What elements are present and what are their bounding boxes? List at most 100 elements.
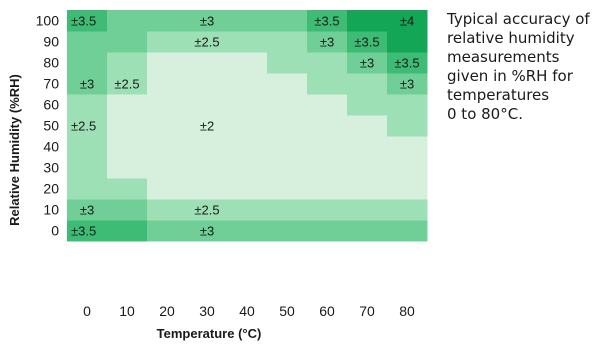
heatmap-cell (187, 115, 228, 137)
heatmap-cell (387, 31, 428, 53)
heatmap-cell (187, 31, 228, 53)
caption-line: 0 to 80°C. (447, 105, 523, 123)
heatmap-cell (267, 10, 308, 32)
heatmap-cell (187, 136, 228, 158)
heatmap-cell (147, 220, 188, 242)
heatmap-cells (67, 10, 428, 242)
caption-line: Typical accuracy of (447, 10, 590, 28)
cell-accuracy-label: ±3 (80, 203, 94, 218)
heatmap-cell (227, 10, 268, 32)
heatmap-cell (147, 199, 188, 221)
cell-accuracy-label: ±2.5 (114, 77, 139, 92)
heatmap-cell (67, 10, 108, 32)
heatmap-cell (107, 157, 148, 179)
heatmap-cell (147, 73, 188, 95)
cell-accuracy-label: ±2.5 (194, 203, 219, 218)
heatmap-cell (267, 136, 308, 158)
cell-accuracy-label: ±3 (80, 77, 94, 92)
cell-accuracy-label: ±3 (320, 35, 334, 50)
y-tick-label: 10 (43, 202, 59, 218)
heatmap-cell (67, 157, 108, 179)
heatmap-cell (227, 115, 268, 137)
cell-accuracy-label: ±3.5 (71, 224, 96, 239)
heatmap-cell (107, 52, 148, 74)
heatmap-cell (387, 94, 428, 116)
heatmap-cell (387, 220, 428, 242)
y-tick-label: 60 (43, 97, 59, 113)
y-tick-label: 40 (43, 139, 59, 155)
heatmap-cell (187, 94, 228, 116)
heatmap-cell (147, 115, 188, 137)
heatmap-cell (387, 10, 428, 32)
cell-accuracy-label: ±4 (400, 14, 414, 29)
heatmap-cell (347, 31, 388, 53)
heatmap-cell (347, 10, 388, 32)
cell-accuracy-label: ±3 (200, 14, 214, 29)
x-tick-label: 0 (83, 303, 91, 319)
chart-caption: Typical accuracy of relative humidity me… (447, 10, 609, 124)
heatmap-cell (387, 73, 428, 95)
x-axis-ticks: 0 10 20 30 40 50 60 70 80 (83, 303, 415, 319)
heatmap-cell (227, 199, 268, 221)
y-tick-label: 70 (43, 76, 59, 92)
heatmap-cell (387, 157, 428, 179)
cell-accuracy-label: ±3 (400, 77, 414, 92)
heatmap-cell (227, 52, 268, 74)
cell-accuracy-label: ±2 (200, 119, 214, 134)
heatmap-cell (227, 178, 268, 200)
heatmap-cell (107, 115, 148, 137)
caption-line: relative humidity (447, 29, 575, 47)
heatmap-cell (67, 220, 108, 242)
heatmap-cell-labels: ±3.5 ±3 ±3.5 ±4 ±2.5 ±3 ±3.5 ±3 ±3.5 ±3 ±2.5 ±3 ±2.5… (71, 14, 420, 239)
heatmap-cell (347, 220, 388, 242)
heatmap-cell (147, 31, 188, 53)
heatmap-cell (267, 94, 308, 116)
heatmap-cell (227, 220, 268, 242)
heatmap-cell (267, 31, 308, 53)
heatmap-cell (387, 52, 428, 74)
heatmap-cell (387, 178, 428, 200)
heatmap-cell (227, 31, 268, 53)
heatmap-cell (107, 199, 148, 221)
humidity-accuracy-heatmap: ±3.5 ±3 ±3.5 ±4 ±2.5 ±3 ±3.5 ±3 ±3.5 ±3 ±2.5 ±3 ±2.5… (7, 10, 428, 341)
heatmap-cell (387, 136, 428, 158)
cell-accuracy-label: ±3 (200, 224, 214, 239)
y-tick-label: 100 (36, 13, 60, 29)
heatmap-cell (347, 73, 388, 95)
cell-accuracy-label: ±3 (360, 56, 374, 71)
heatmap-cell (67, 31, 108, 53)
x-tick-label: 30 (199, 303, 215, 319)
heatmap-cell (307, 115, 348, 137)
heatmap-cell (147, 178, 188, 200)
heatmap-cell (307, 94, 348, 116)
heatmap-cell (227, 73, 268, 95)
heatmap-cell (147, 157, 188, 179)
y-tick-label: 50 (43, 118, 59, 134)
heatmap-cell (347, 115, 388, 137)
heatmap-cell (347, 52, 388, 74)
heatmap-cell (307, 157, 348, 179)
y-axis-ticks: 0 10 20 30 40 50 60 70 80 90 100 (36, 13, 60, 239)
caption-line: temperatures (447, 86, 550, 104)
heatmap-cell (347, 178, 388, 200)
x-axis-title: Temperature (°C) (157, 326, 262, 341)
heatmap-cell (107, 73, 148, 95)
heatmap-cell (267, 199, 308, 221)
heatmap-cell (267, 73, 308, 95)
cell-accuracy-label: ±3.5 (354, 35, 379, 50)
y-tick-label: 30 (43, 160, 59, 176)
y-tick-label: 20 (43, 181, 59, 197)
heatmap-cell (307, 10, 348, 32)
heatmap-cell (267, 220, 308, 242)
x-tick-label: 40 (239, 303, 255, 319)
y-tick-label: 90 (43, 34, 59, 50)
heatmap-cell (307, 220, 348, 242)
heatmap-cell (107, 31, 148, 53)
cell-accuracy-label: ±3.5 (314, 14, 339, 29)
x-tick-label: 80 (399, 303, 415, 319)
heatmap-cell (307, 199, 348, 221)
heatmap-cell (347, 157, 388, 179)
heatmap-cell (307, 73, 348, 95)
heatmap-cell (267, 178, 308, 200)
heatmap-cell (267, 52, 308, 74)
